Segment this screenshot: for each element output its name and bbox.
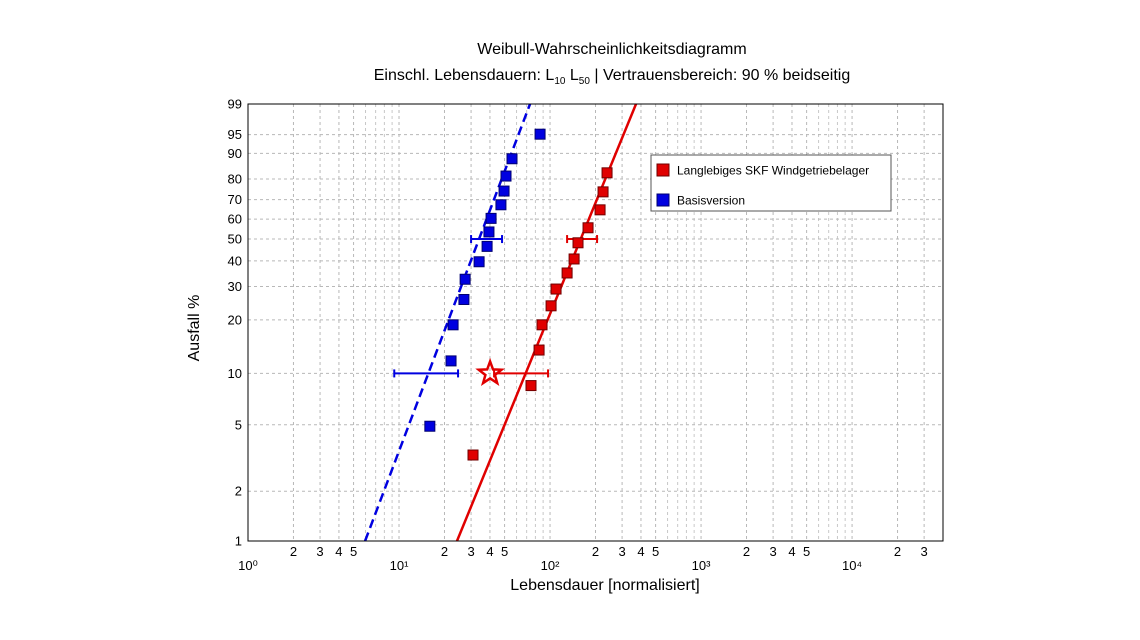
x-tick-label: 10² xyxy=(541,558,560,573)
x-tick-label: 4 xyxy=(486,544,493,559)
error-bar xyxy=(393,369,460,378)
data-point xyxy=(495,199,507,211)
data-point xyxy=(550,283,562,295)
y-tick-label: 40 xyxy=(228,253,242,268)
data-point xyxy=(601,167,613,179)
x-tick-label: 5 xyxy=(652,544,659,559)
data-point xyxy=(483,226,495,238)
x-tick-label: 10¹ xyxy=(390,558,409,573)
data-point xyxy=(481,240,493,252)
legend-label: Langlebiges SKF Windgetriebelager xyxy=(677,164,869,178)
chart-subtitle: Einschl. Lebensdauern: L10 L50 | Vertrau… xyxy=(374,67,850,87)
y-tick-label: 80 xyxy=(228,171,242,186)
plot-frame xyxy=(247,103,944,542)
x-tick-label: 3 xyxy=(467,544,474,559)
data-point xyxy=(467,449,479,461)
x-tick-label: 2 xyxy=(743,544,750,559)
x-tick-label: 10⁰ xyxy=(238,558,258,573)
data-point xyxy=(597,186,609,198)
data-point xyxy=(534,128,546,140)
legend-swatch xyxy=(656,193,670,207)
data-point xyxy=(447,319,459,331)
x-tick-label: 4 xyxy=(335,544,342,559)
x-tick-label: 4 xyxy=(637,544,644,559)
data-point xyxy=(533,344,545,356)
l10-marker xyxy=(475,357,505,387)
x-tick-label: 3 xyxy=(316,544,323,559)
data-point xyxy=(582,222,594,234)
y-tick-label: 10 xyxy=(228,366,242,381)
y-tick-label: 99 xyxy=(228,97,242,112)
data-point xyxy=(594,204,606,216)
data-point xyxy=(473,256,485,268)
subtitle-part: | Vertrauensbereich: 90 % beidseitig xyxy=(590,67,850,84)
data-point xyxy=(445,355,457,367)
x-tick-label: 2 xyxy=(592,544,599,559)
x-tick-label: 3 xyxy=(769,544,776,559)
legend-box xyxy=(650,154,892,212)
x-tick-label: 5 xyxy=(350,544,357,559)
x-tick-label: 4 xyxy=(788,544,795,559)
y-tick-label: 20 xyxy=(228,312,242,327)
subtitle-part: Einschl. Lebensdauern: L xyxy=(374,67,555,84)
x-tick-label: 3 xyxy=(921,544,928,559)
data-point xyxy=(536,319,548,331)
y-tick-label: 30 xyxy=(228,279,242,294)
y-tick-label: 60 xyxy=(228,212,242,227)
x-tick-label: 2 xyxy=(441,544,448,559)
data-point xyxy=(500,170,512,182)
chart-title: Weibull-Wahrscheinlichkeitsdiagramm xyxy=(477,41,746,58)
x-tick-label: 3 xyxy=(618,544,625,559)
error-bar xyxy=(470,235,504,244)
data-point xyxy=(561,267,573,279)
y-tick-label: 50 xyxy=(228,232,242,247)
x-tick-label: 10³ xyxy=(692,558,711,573)
x-tick-label: 5 xyxy=(803,544,810,559)
data-point xyxy=(568,253,580,265)
y-tick-label: 90 xyxy=(228,146,242,161)
data-point xyxy=(458,293,470,305)
y-tick-label: 70 xyxy=(228,192,242,207)
y-tick-label: 2 xyxy=(235,484,242,499)
legend-label: Basisversion xyxy=(677,194,745,208)
fit-line xyxy=(363,103,532,542)
subtitle-part: L xyxy=(565,67,578,84)
x-tick-label: 5 xyxy=(501,544,508,559)
x-tick-label: 10⁴ xyxy=(842,558,862,573)
y-tick-label: 95 xyxy=(228,127,242,142)
legend-swatch xyxy=(656,163,670,177)
x-tick-label: 2 xyxy=(894,544,901,559)
legend: Langlebiges SKF Windgetriebelager Basisve… xyxy=(650,154,892,212)
subtitle-part: 10 xyxy=(554,76,566,87)
y-axis-label: Ausfall % xyxy=(186,295,203,362)
data-point xyxy=(498,185,510,197)
data-point xyxy=(545,300,557,312)
plot-area xyxy=(363,103,638,542)
x-axis-label: Lebensdauer [normalisiert] xyxy=(510,577,699,594)
data-point xyxy=(572,237,584,249)
data-point xyxy=(459,273,471,285)
data-point xyxy=(525,380,537,392)
x-tick-label: 2 xyxy=(290,544,297,559)
data-point xyxy=(485,212,497,224)
subtitle-part: 50 xyxy=(579,76,591,87)
data-point xyxy=(506,153,518,165)
y-tick-label: 5 xyxy=(235,417,242,432)
y-tick-label: 1 xyxy=(235,534,242,549)
data-point xyxy=(424,420,436,432)
